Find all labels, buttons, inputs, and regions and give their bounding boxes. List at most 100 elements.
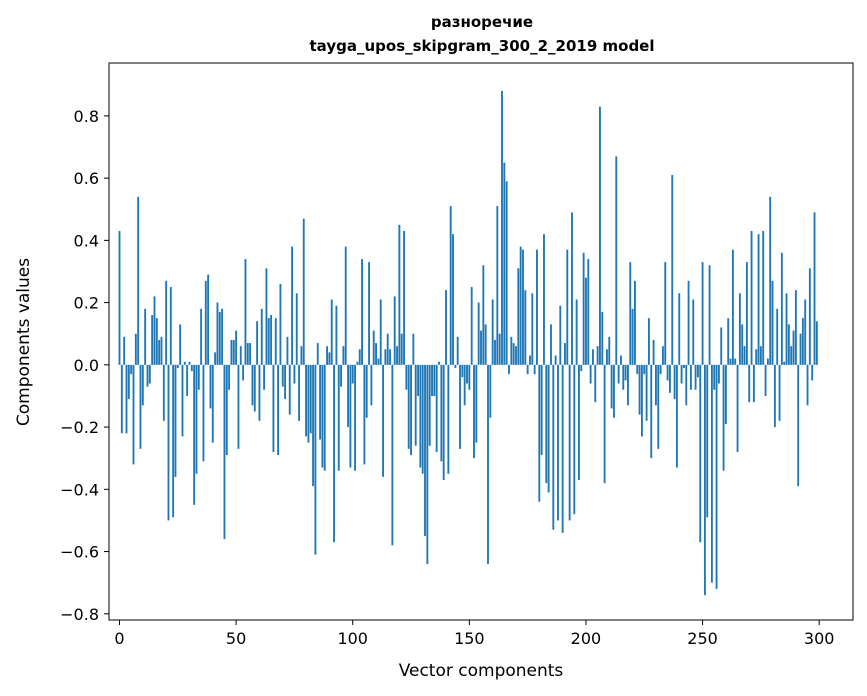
bar bbox=[531, 293, 534, 365]
bar bbox=[627, 364, 629, 406]
bar bbox=[587, 259, 590, 365]
bar bbox=[193, 364, 196, 505]
bar bbox=[566, 249, 569, 365]
bar bbox=[510, 336, 513, 365]
bar bbox=[382, 364, 384, 477]
bar bbox=[517, 268, 520, 365]
y-axis-ticks: −0.8 −0.6 −0.4 −0.2 0.0 0.2 0.4 0.6 0.8 bbox=[60, 107, 109, 624]
bar bbox=[463, 364, 466, 406]
bar bbox=[300, 346, 303, 365]
bar bbox=[757, 234, 760, 365]
bar bbox=[766, 358, 769, 365]
bar bbox=[764, 364, 767, 396]
bar bbox=[503, 162, 506, 365]
bar bbox=[377, 358, 380, 365]
bar bbox=[246, 343, 249, 365]
bar bbox=[274, 318, 277, 365]
bar bbox=[792, 330, 795, 365]
bar bbox=[491, 299, 494, 365]
bar bbox=[592, 349, 594, 365]
bar bbox=[617, 364, 620, 384]
bar bbox=[207, 274, 210, 365]
x-tick-label: 150 bbox=[454, 629, 485, 648]
bar bbox=[552, 364, 555, 530]
bar bbox=[442, 364, 445, 480]
bar bbox=[652, 339, 655, 365]
bar bbox=[340, 364, 342, 387]
bar bbox=[398, 224, 401, 365]
bar bbox=[573, 364, 576, 515]
x-tick-label: 50 bbox=[226, 629, 246, 648]
bar bbox=[748, 364, 751, 403]
bar bbox=[778, 364, 781, 421]
bar bbox=[547, 364, 550, 493]
bar bbox=[715, 364, 718, 589]
bar bbox=[524, 290, 527, 365]
bar bbox=[256, 321, 259, 365]
bar bbox=[237, 364, 240, 449]
bar bbox=[606, 349, 608, 365]
bar bbox=[470, 287, 473, 365]
bar bbox=[235, 330, 238, 365]
bar bbox=[368, 262, 370, 365]
x-tick-label: 100 bbox=[337, 629, 368, 648]
bar bbox=[412, 333, 415, 365]
bar bbox=[755, 349, 758, 365]
bar bbox=[151, 315, 154, 365]
bar bbox=[685, 364, 688, 406]
bar bbox=[657, 364, 660, 449]
bar bbox=[636, 364, 639, 375]
bar bbox=[363, 364, 366, 465]
y-tick-label: 0.4 bbox=[74, 231, 99, 250]
bar bbox=[512, 343, 515, 365]
bar bbox=[293, 364, 296, 384]
bar bbox=[426, 364, 429, 564]
bar bbox=[783, 361, 786, 365]
bar bbox=[417, 364, 419, 396]
bar bbox=[526, 364, 529, 375]
y-tick-label: −0.2 bbox=[60, 418, 99, 437]
bar bbox=[501, 91, 503, 365]
bar bbox=[130, 364, 133, 375]
bar bbox=[148, 364, 151, 384]
bar bbox=[722, 364, 725, 471]
bar bbox=[424, 364, 426, 536]
bar bbox=[815, 321, 818, 365]
bar bbox=[692, 299, 695, 365]
bar bbox=[664, 262, 667, 365]
bar bbox=[780, 252, 783, 365]
bar bbox=[125, 364, 128, 434]
bar bbox=[575, 299, 578, 365]
bar bbox=[410, 364, 412, 456]
bar bbox=[181, 364, 184, 437]
bar bbox=[687, 280, 690, 365]
bar bbox=[654, 364, 657, 406]
bar bbox=[146, 364, 149, 387]
bar bbox=[769, 196, 772, 365]
bar bbox=[172, 364, 175, 518]
bar bbox=[421, 364, 424, 474]
bar bbox=[678, 293, 681, 365]
bar bbox=[615, 156, 618, 365]
bar bbox=[634, 280, 636, 365]
bar bbox=[564, 343, 566, 365]
bar bbox=[536, 249, 538, 365]
bar bbox=[179, 324, 182, 365]
bar bbox=[701, 262, 704, 365]
bar bbox=[209, 364, 212, 409]
bar bbox=[447, 364, 450, 474]
bar bbox=[379, 299, 382, 365]
bar bbox=[717, 364, 720, 384]
bar bbox=[484, 324, 487, 365]
bar bbox=[309, 364, 312, 434]
bar bbox=[134, 333, 137, 365]
bar bbox=[239, 346, 242, 365]
bar bbox=[759, 346, 762, 365]
bar bbox=[804, 299, 807, 365]
bar bbox=[251, 364, 254, 406]
bar bbox=[445, 290, 447, 365]
bar bbox=[515, 346, 517, 365]
bar bbox=[666, 364, 669, 381]
bar bbox=[638, 364, 641, 415]
